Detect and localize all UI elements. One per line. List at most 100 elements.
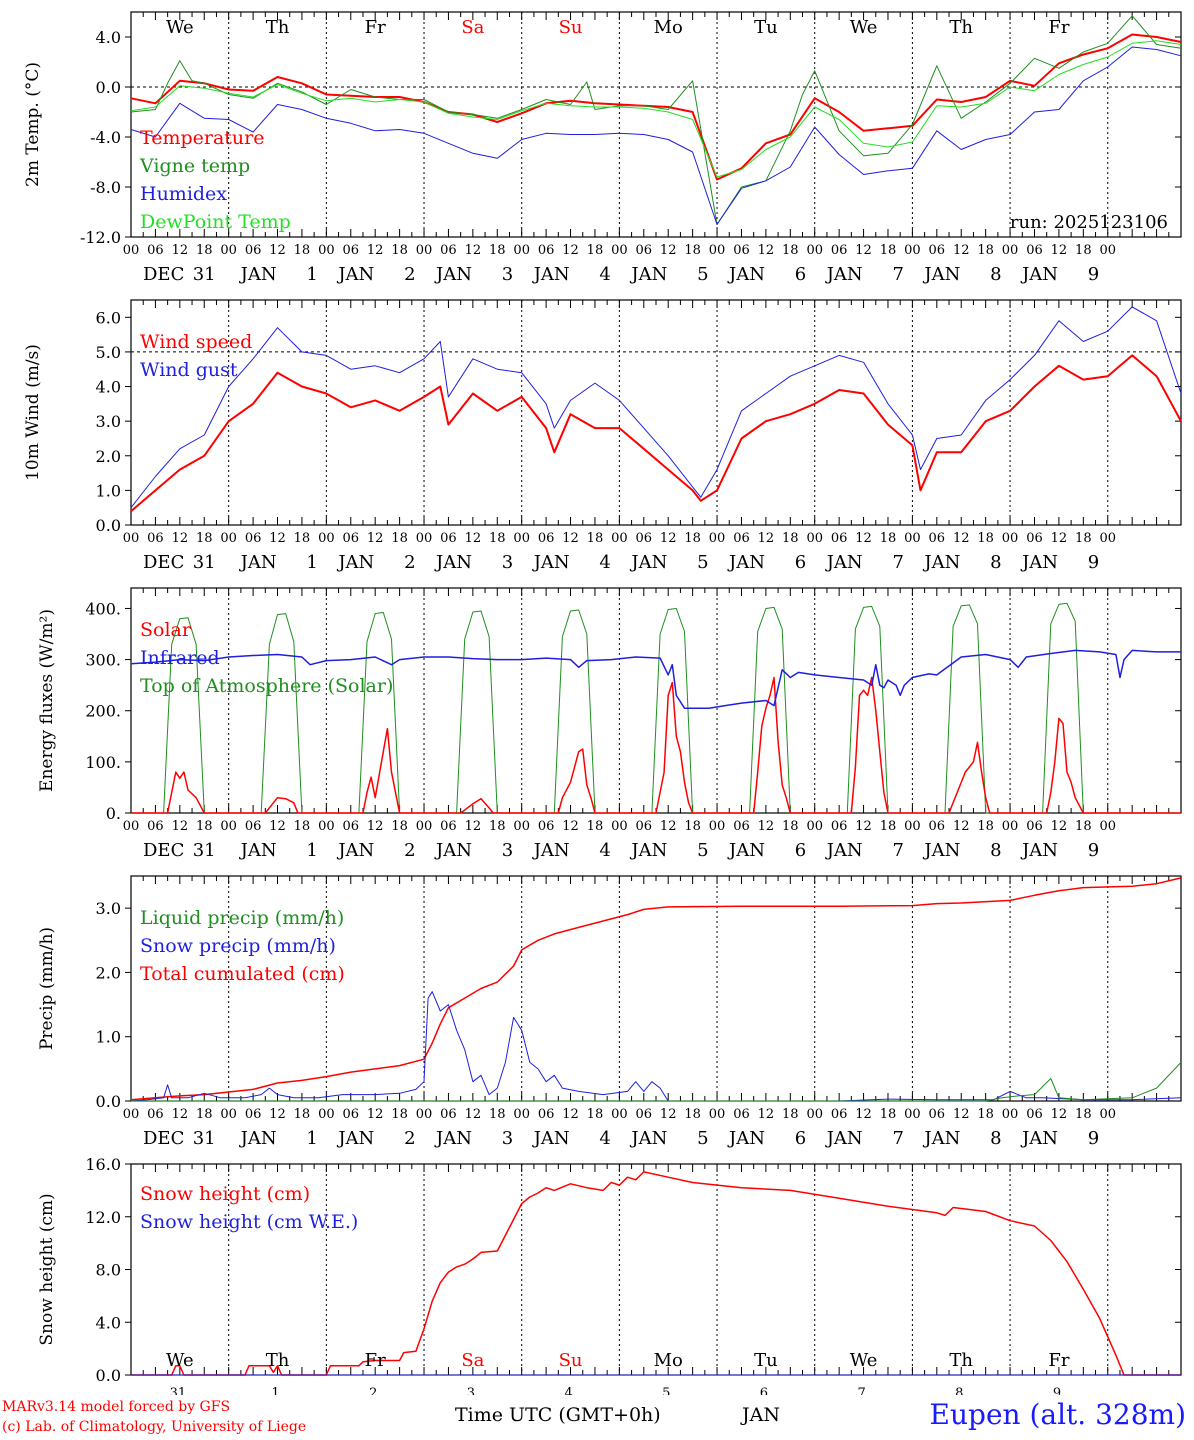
hour-tick-label: 00	[318, 531, 335, 546]
series-line-wind-gust	[130, 306, 1182, 509]
legend-entry: Temperature	[140, 127, 264, 149]
date-month-label: JAN	[336, 552, 374, 573]
hour-tick-label: 12	[758, 531, 775, 546]
hour-tick-label: 12	[269, 1107, 286, 1122]
hour-tick-label: 18	[196, 243, 213, 258]
legend-entry: Snow height (cm W.E.)	[140, 1211, 358, 1233]
date-day-label: 9	[1088, 264, 1099, 285]
hour-tick-label: 00	[416, 531, 433, 546]
hour-tick-label: 12	[855, 531, 872, 546]
hour-tick-label: 00	[1002, 1107, 1019, 1122]
hour-tick-label: 00	[416, 1107, 433, 1122]
hour-tick-label: 18	[587, 243, 604, 258]
date-day-label: 8	[990, 840, 1001, 861]
hour-tick-label: 18	[1075, 819, 1092, 834]
hour-tick-label: 06	[929, 819, 946, 834]
hour-tick-label: 12	[758, 243, 775, 258]
y-tick-label: 1.0	[96, 481, 121, 500]
y-tick-label: 4.0	[96, 1313, 121, 1332]
date-month-label: JAN	[727, 1128, 765, 1149]
hour-tick-label: 06	[636, 243, 653, 258]
date-month-label: JAN	[629, 264, 667, 285]
hour-tick-label: 06	[538, 1107, 555, 1122]
date-month-label: JAN	[825, 264, 863, 285]
hour-tick-label: 12	[953, 243, 970, 258]
hour-tick-label: 00	[709, 819, 726, 834]
hour-tick-label: 00	[611, 1107, 628, 1122]
y-tick-label: 1.0	[96, 1028, 121, 1047]
hour-tick-label: 12	[1051, 531, 1068, 546]
hour-tick-label: 12	[172, 819, 189, 834]
hour-tick-label: 18	[880, 531, 897, 546]
hour-tick-label: 00	[318, 819, 335, 834]
hour-tick-label: 00	[611, 819, 628, 834]
legend-entry: Total cumulated (cm)	[140, 963, 345, 985]
hour-tick-label: 06	[636, 819, 653, 834]
hour-tick-label: 06	[147, 243, 164, 258]
hour-tick-label: 18	[880, 1107, 897, 1122]
date-month-label: JAN	[825, 840, 863, 861]
hour-tick-label: 06	[440, 819, 457, 834]
hour-tick-label: 12	[855, 243, 872, 258]
hour-tick-label: 06	[538, 531, 555, 546]
date-day-label: 7	[892, 840, 903, 861]
hour-tick-label: 06	[245, 531, 262, 546]
hour-tick-label: 18	[977, 819, 994, 834]
y-axis-label: 10m Wind (m/s)	[23, 344, 43, 481]
y-tick-label: 4.0	[96, 378, 121, 397]
hour-tick-label: 06	[440, 1107, 457, 1122]
legend-entry: Solar	[140, 619, 192, 641]
y-tick-label: 300.	[85, 651, 121, 670]
date-day-label: 1	[306, 552, 317, 573]
y-tick-label: -4.0	[90, 128, 121, 147]
date-month-label: JAN	[922, 840, 960, 861]
date-day-label: 4	[599, 264, 610, 285]
date-day-label: 31	[193, 840, 216, 861]
hour-tick-label: 00	[513, 1107, 530, 1122]
hour-tick-label: 06	[733, 243, 750, 258]
weekday-label: Tu	[754, 17, 778, 38]
series-line-top-of-atmosphere-solar-	[131, 602, 1181, 814]
hour-tick-label: 06	[636, 531, 653, 546]
date-day-label: 9	[1088, 1128, 1099, 1149]
date-day-label: 8	[990, 1128, 1001, 1149]
hour-tick-label: 12	[758, 819, 775, 834]
date-month-label: JAN	[922, 264, 960, 285]
y-tick-label: 6.0	[96, 308, 121, 327]
hour-tick-label: 06	[1026, 1107, 1043, 1122]
weekday-label: We	[166, 1350, 194, 1371]
hour-tick-label: 18	[977, 531, 994, 546]
date-day-label: 6	[795, 264, 806, 285]
hour-tick-label: 06	[147, 531, 164, 546]
date-day-label: 5	[697, 552, 708, 573]
hour-tick-label: 06	[538, 243, 555, 258]
date-month-label: JAN	[434, 264, 472, 285]
hour-tick-label: 12	[465, 531, 482, 546]
date-day-label: 6	[795, 552, 806, 573]
date-day-label: 3	[502, 840, 513, 861]
hour-tick-label: 12	[367, 531, 384, 546]
y-tick-label: -8.0	[90, 178, 121, 197]
hour-tick-label: 12	[953, 1107, 970, 1122]
date-day-label: 3	[502, 264, 513, 285]
hour-tick-label: 18	[391, 819, 408, 834]
hour-tick-label: 00	[1099, 819, 1116, 834]
hour-tick-label: 06	[147, 1107, 164, 1122]
date-day-label: 31	[193, 264, 216, 285]
hour-tick-label: 12	[269, 819, 286, 834]
date-day-label: 4	[599, 840, 610, 861]
y-tick-label: 2.0	[96, 447, 121, 466]
date-month-label: JAN	[727, 840, 765, 861]
y-axis-label: Precip (mm/h)	[37, 927, 57, 1050]
date-day-label: 31	[193, 552, 216, 573]
date-number-label: 8	[955, 1386, 963, 1395]
y-tick-label: 3.0	[96, 412, 121, 431]
date-month-label: JAN	[532, 552, 570, 573]
credit-line-lab: (c) Lab. of Climatology, University of L…	[2, 1419, 307, 1435]
hour-tick-label: 06	[733, 819, 750, 834]
meteogram: 4.0 0.0 -4.0 -8.0 -12.0 2m Temp. (°C) Temperat…	[23, 11, 1182, 1395]
series-line-temperature	[130, 33, 1182, 181]
plot-frame-temp	[130, 11, 1182, 238]
date-number-label: 4	[564, 1386, 572, 1395]
hour-tick-label: 00	[220, 531, 237, 546]
